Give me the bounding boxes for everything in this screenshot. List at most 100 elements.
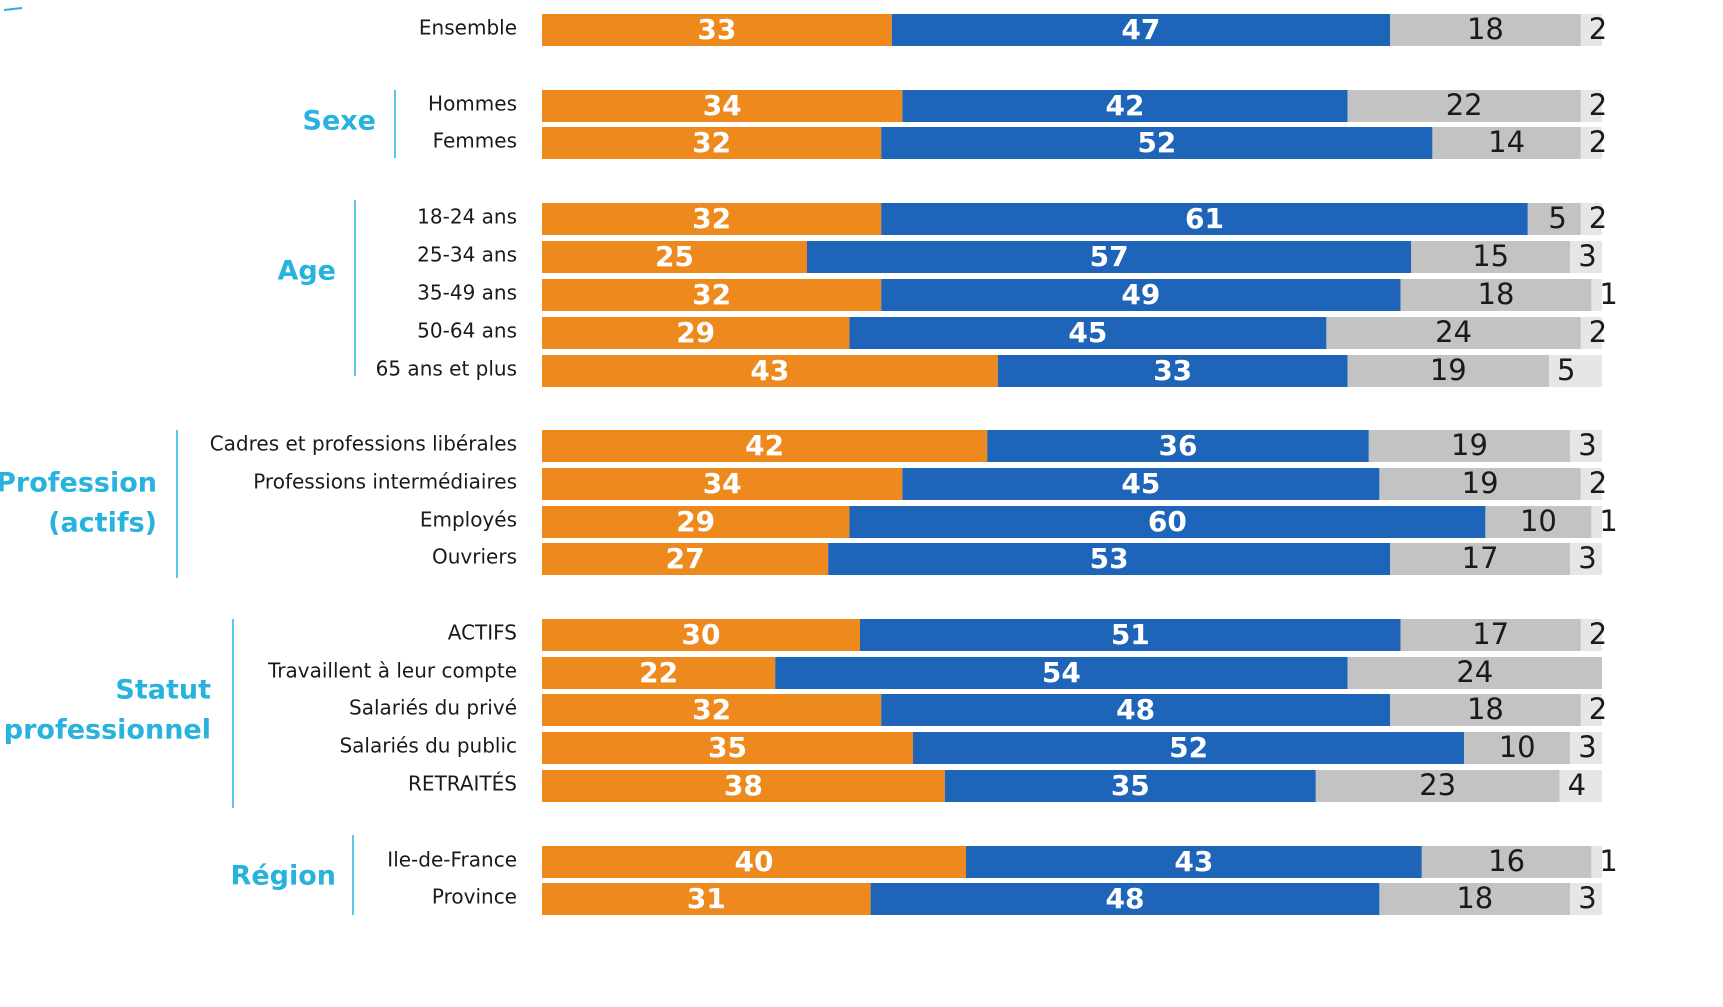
bar-segment-2	[944, 770, 1316, 802]
bar-segment-1	[542, 279, 882, 311]
data-label: 2	[1589, 692, 1607, 726]
data-label: 35	[1111, 769, 1150, 802]
bar-segment-4	[1580, 694, 1602, 726]
data-label: 32	[692, 278, 731, 311]
bar-row: Cadres et professions libérales 42 36 19 3	[210, 428, 1602, 462]
bar-segment-2	[891, 14, 1390, 46]
data-label: 18	[1456, 881, 1493, 915]
bar-segment-4	[1559, 770, 1602, 802]
row-label: 65 ans et plus	[376, 357, 517, 381]
data-label: 54	[1042, 656, 1081, 689]
bar-segment-1	[542, 430, 988, 462]
data-label: 52	[1137, 126, 1176, 159]
data-label: 2	[1589, 12, 1607, 46]
row-label: Salariés du privé	[349, 696, 517, 720]
bar-segment-3	[1390, 14, 1581, 46]
bar-segment-4	[1580, 14, 1602, 46]
bar-segment-2	[966, 846, 1422, 878]
bar-row: Professions intermédiaires 34 45 19 2	[253, 466, 1607, 500]
data-label: 14	[1488, 125, 1525, 159]
bar-segment-4	[1570, 883, 1602, 915]
bar-segment-1	[542, 90, 903, 122]
data-label: 33	[1153, 354, 1192, 387]
data-label: 57	[1090, 240, 1129, 273]
bar-segment-1	[542, 770, 945, 802]
data-label: 5	[1557, 353, 1575, 387]
bar-segment-1	[542, 732, 913, 764]
bar-row: Salariés du privé 32 48 18 2	[349, 692, 1607, 726]
bar-segment-3	[1368, 430, 1571, 462]
bar-segment-4	[1549, 355, 1602, 387]
data-label: 3	[1578, 428, 1596, 462]
bar-row: 25-34 ans 25 57 15 3	[417, 239, 1602, 273]
data-label: 17	[1472, 617, 1509, 651]
bar-segment-4	[1580, 317, 1602, 349]
data-label: 48	[1116, 693, 1155, 726]
bar-segment-4	[1570, 732, 1602, 764]
bar-segment-4	[1580, 468, 1602, 500]
bar-segment-1	[542, 619, 860, 651]
row-label: 35-49 ans	[417, 281, 517, 305]
data-label: 2	[1589, 315, 1607, 349]
row-label: Femmes	[433, 129, 517, 153]
data-label: 25	[655, 240, 694, 273]
bar-segment-2	[997, 355, 1348, 387]
group-label: Profession	[0, 468, 157, 499]
data-label: 16	[1488, 844, 1525, 878]
bar-segment-4	[1591, 846, 1602, 878]
bar-segment-3	[1315, 770, 1560, 802]
bar-segment-4	[1580, 127, 1602, 159]
data-label: 2	[1589, 125, 1607, 159]
bar-segment-4	[1591, 279, 1602, 311]
data-label: 40	[735, 845, 774, 878]
bar-row: Ensemble 33 47 18 2	[419, 12, 1607, 46]
data-label: 23	[1419, 768, 1456, 802]
data-label: 2	[1589, 617, 1607, 651]
data-label: 4	[1568, 768, 1586, 802]
bar-segment-2	[902, 90, 1348, 122]
bar-row: Province 31 48 18 3	[432, 881, 1602, 915]
bar-segment-4	[1580, 90, 1602, 122]
data-label: 45	[1068, 316, 1107, 349]
row-label: 25-34 ans	[417, 243, 517, 267]
row-label: Province	[432, 885, 517, 909]
bar-segment-3	[1347, 90, 1581, 122]
row-label: Ensemble	[419, 16, 517, 40]
data-label: 24	[1435, 315, 1472, 349]
bar-segment-2	[913, 732, 1465, 764]
bar-segment-1	[542, 657, 776, 689]
data-label: 3	[1578, 730, 1596, 764]
bar-row: Femmes 32 52 14 2	[433, 125, 1607, 159]
bar-segment-3	[1432, 127, 1581, 159]
bar-segment-1	[542, 14, 892, 46]
bar-row: 18-24 ans 32 61 5 2	[417, 201, 1607, 235]
bar-segment-4	[1570, 241, 1602, 273]
bar-segment-3	[1485, 506, 1592, 538]
data-label: 2	[1589, 88, 1607, 122]
bar-row: RETRAITÉS 38 35 23 4	[408, 768, 1602, 802]
data-label: 3	[1578, 881, 1596, 915]
row-label: ACTIFS	[448, 621, 517, 645]
data-label: 18	[1478, 277, 1515, 311]
bar-row: Ouvriers 27 53 17 3	[432, 541, 1602, 575]
data-label: 43	[750, 354, 789, 387]
data-label: 22	[1446, 88, 1483, 122]
bar-segment-4	[1580, 203, 1602, 235]
bar-segment-2	[881, 279, 1401, 311]
bar-segment-3	[1390, 543, 1571, 575]
row-label: Travaillent à leur compte	[267, 659, 517, 683]
data-label: 52	[1169, 731, 1208, 764]
bar-segment-4	[1570, 430, 1602, 462]
data-label: 2	[1589, 466, 1607, 500]
bar-row: 35-49 ans 32 49 18 1	[417, 277, 1618, 311]
data-label: 24	[1456, 655, 1493, 689]
bar-segment-4	[1570, 543, 1602, 575]
row-label: Ile-de-France	[387, 848, 517, 872]
bar-segment-1	[542, 317, 850, 349]
data-label: 53	[1090, 542, 1129, 575]
group-label: Région	[231, 861, 336, 892]
data-label: 29	[676, 505, 715, 538]
group-label: (actifs)	[48, 508, 157, 539]
bar-segment-3	[1379, 883, 1571, 915]
